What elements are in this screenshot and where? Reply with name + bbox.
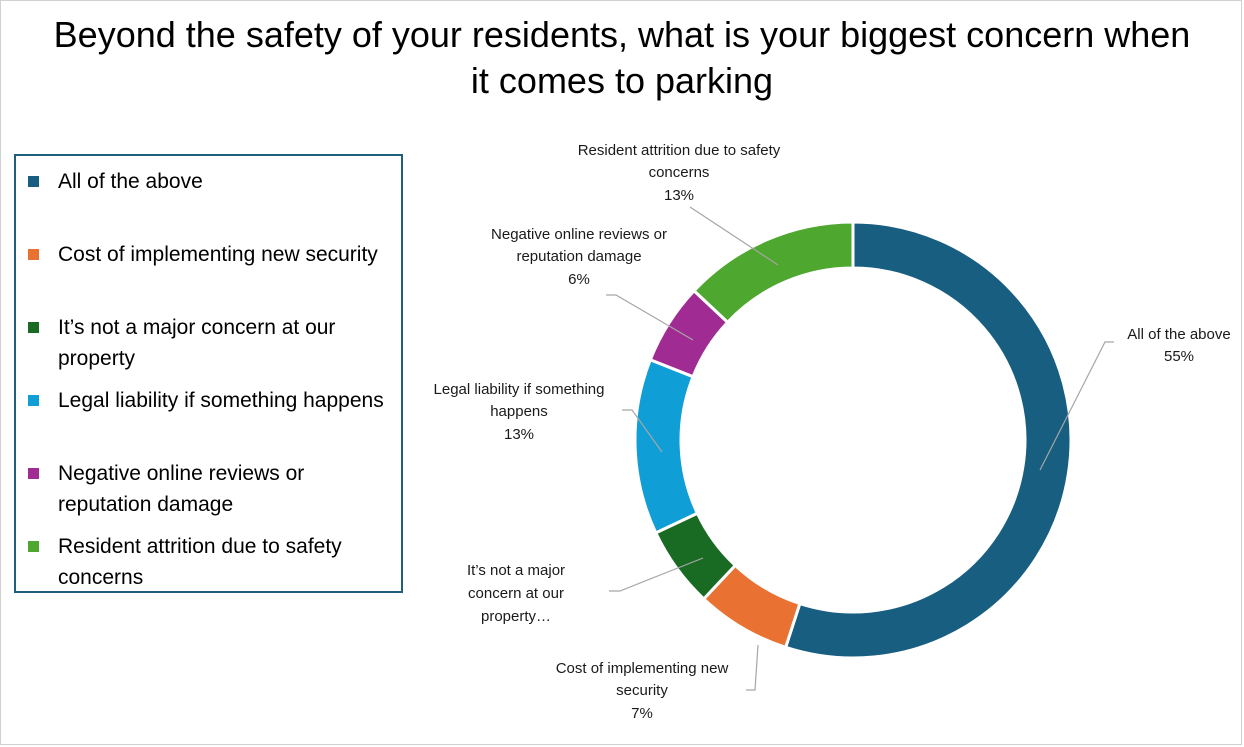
data-label-category: concerns bbox=[649, 164, 710, 181]
legend-swatch bbox=[28, 395, 39, 406]
data-label-value: 13% bbox=[664, 187, 694, 204]
data-label-category: Negative online reviews or bbox=[491, 226, 667, 243]
data-label-category: happens bbox=[490, 403, 548, 420]
legend-label: Legal liability if something happens bbox=[58, 389, 384, 412]
chart-title: Beyond the safety of your residents, wha… bbox=[53, 14, 1191, 101]
data-label-category: reputation damage bbox=[516, 248, 641, 265]
data-label-category: security bbox=[616, 682, 668, 699]
leader-line bbox=[689, 206, 779, 266]
donut-slice bbox=[691, 220, 855, 325]
legend-label: Cost of implementing new security bbox=[58, 243, 378, 266]
legend-swatch bbox=[28, 468, 39, 479]
leader-line bbox=[1039, 341, 1114, 471]
legend-label: All of the above bbox=[58, 170, 203, 193]
legend-label: Negative online reviews or reputation da… bbox=[58, 462, 305, 516]
legend-label: Resident attrition due to safety concern… bbox=[58, 535, 342, 589]
legend-swatch bbox=[28, 322, 39, 333]
leader-line bbox=[622, 409, 663, 453]
data-label-category: Cost of implementing new bbox=[556, 660, 729, 677]
leader-line bbox=[606, 294, 694, 341]
data-label-value: 55% bbox=[1164, 348, 1194, 365]
legend-swatch bbox=[28, 249, 39, 260]
chart-legend: All of the above Cost of implementing ne… bbox=[14, 154, 403, 593]
data-label-value: 7% bbox=[631, 705, 653, 722]
data-label-category: property… bbox=[481, 608, 551, 625]
data-label-value: 13% bbox=[504, 426, 534, 443]
data-label-category: Legal liability if something bbox=[434, 381, 605, 398]
data-label-category: All of the above bbox=[1127, 326, 1230, 343]
donut-slice bbox=[633, 357, 700, 535]
data-label-category: It’s not a major bbox=[467, 562, 565, 579]
leader-line bbox=[746, 644, 759, 691]
donut-slice bbox=[783, 220, 1073, 660]
data-label-category: Resident attrition due to safety bbox=[578, 142, 781, 159]
data-label-category: concern at our bbox=[468, 585, 564, 602]
legend-label: It’s not a major concern at our property bbox=[58, 316, 336, 370]
data-label-value: 6% bbox=[568, 271, 590, 288]
legend-swatch bbox=[28, 541, 39, 552]
legend-swatch bbox=[28, 176, 39, 187]
leader-line bbox=[609, 557, 704, 592]
